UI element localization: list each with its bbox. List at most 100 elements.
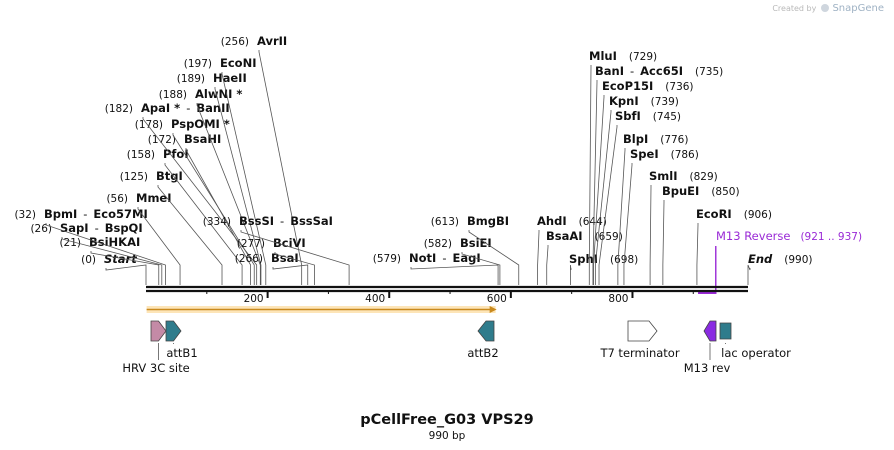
site-name: SapI xyxy=(60,221,89,235)
site-label[interactable]: End (990) xyxy=(748,252,813,266)
site-name: BpmI xyxy=(44,207,77,221)
site-label[interactable]: EcoP15I (736) xyxy=(602,79,694,93)
map-title: pCellFree_G03 VPS29 xyxy=(360,412,533,428)
site-position: (197) xyxy=(184,58,212,70)
sequence-ruler: 200 400 600 800 xyxy=(146,285,748,305)
site-bsai[interactable]: BsaI(266) xyxy=(235,251,309,285)
site-isoschizomer: BssSaI xyxy=(290,214,333,228)
site-mmei[interactable]: MmeI (56) xyxy=(106,191,181,285)
site-connector xyxy=(61,237,163,285)
site-isoschizomer: EagI xyxy=(452,251,480,265)
site-pspomi[interactable]: PspOMI * (178) xyxy=(135,117,255,285)
site-name: HaeII xyxy=(213,71,247,85)
site-avrii[interactable]: AvrII (256) xyxy=(221,34,303,285)
site-connector xyxy=(274,252,315,285)
feature-shape xyxy=(165,320,182,342)
site-kpni[interactable]: KpnI (739) xyxy=(594,94,679,285)
site-label[interactable]: AlwNI * xyxy=(195,87,242,101)
site-mlui[interactable]: MluI (729) xyxy=(588,49,657,285)
site-label[interactable]: BsiHKAI xyxy=(89,235,140,249)
site-position: (736) xyxy=(665,81,693,93)
site-name: AhdI xyxy=(537,214,567,228)
feature-lac-operator[interactable]: lac operator xyxy=(719,322,791,360)
site-separator: - xyxy=(630,64,634,78)
site-name: AvrII xyxy=(257,34,287,48)
site-label[interactable]: BsaAI (659) xyxy=(546,229,623,243)
site-label[interactable]: MluI (729) xyxy=(589,49,657,63)
site-label[interactable]: EcoRI (906) xyxy=(696,207,772,221)
feature-attb2[interactable]: attB2 xyxy=(467,320,499,360)
site-label[interactable]: NotI - EagI xyxy=(409,251,481,265)
feature-t7-terminator[interactable]: T7 terminator xyxy=(599,320,680,360)
site-bpuei[interactable]: BpuEI (850) xyxy=(662,184,740,285)
site-separator: - xyxy=(95,221,99,235)
site-connector xyxy=(258,50,303,285)
site-label[interactable]: HaeII xyxy=(213,71,247,85)
site-bmgbi[interactable]: BmgBI (613) xyxy=(431,214,520,285)
site-label[interactable]: SbfI (745) xyxy=(615,109,681,123)
site-apai[interactable]: ApaI * - BanII (182) xyxy=(105,101,258,285)
site-bsssi[interactable]: BssSI - BssSaI (334) xyxy=(203,214,350,285)
site-alwni[interactable]: AlwNI * (188) xyxy=(159,87,261,285)
feature-hrv-3c-site[interactable]: HRV 3C site xyxy=(122,320,190,375)
site-label[interactable]: BpmI - Eco57MI xyxy=(44,207,148,221)
site-sphi[interactable]: SphI (698) xyxy=(569,252,638,285)
site-bani[interactable]: BanI - Acc65I (735) xyxy=(592,64,723,285)
site-label[interactable]: KpnI (739) xyxy=(609,94,679,108)
site-label[interactable]: EcoNI xyxy=(220,56,256,70)
site-sapi[interactable]: SapI - BspQI (26) xyxy=(30,221,163,285)
site-label[interactable]: SphI (698) xyxy=(569,252,638,266)
site-econi[interactable]: EcoNI (197) xyxy=(184,56,267,285)
site-position: (178) xyxy=(135,119,163,131)
site-label[interactable]: AvrII xyxy=(257,34,287,48)
site-connector xyxy=(598,125,618,285)
site-connector xyxy=(157,185,223,285)
site-position: (125) xyxy=(120,171,148,183)
site-label[interactable]: SpeI (786) xyxy=(630,147,699,161)
site-start[interactable]: Start (0) xyxy=(81,252,147,285)
site-label[interactable]: BsiEI xyxy=(460,236,492,250)
site-label[interactable]: BanI - Acc65I (735) xyxy=(595,64,723,78)
site-bsaai[interactable]: BsaAI (659) xyxy=(546,229,623,285)
site-label[interactable]: MmeI xyxy=(136,191,172,205)
created-by-text: Created by xyxy=(772,4,817,13)
site-position: (189) xyxy=(177,73,205,85)
site-position: (786) xyxy=(671,149,699,161)
site-label[interactable]: SmlI (829) xyxy=(649,169,718,183)
feature-attb1[interactable]: attB1 xyxy=(165,320,198,360)
site-position: (776) xyxy=(660,134,688,146)
site-sbfi[interactable]: SbfI (745) xyxy=(598,109,681,285)
site-spei[interactable]: SpeI (786) xyxy=(623,147,699,285)
orf-arrowhead-icon xyxy=(489,306,497,313)
site-label[interactable]: BpuEI (850) xyxy=(662,184,740,198)
site-ecori[interactable]: EcoRI (906) xyxy=(696,207,772,285)
site-btgi[interactable]: BtgI(125) xyxy=(120,169,223,285)
site-label[interactable]: PspOMI * xyxy=(171,117,230,131)
feature-m13-rev[interactable]: M13 rev xyxy=(684,320,731,375)
site-position: (850) xyxy=(711,186,739,198)
site-blpi[interactable]: BlpI (776) xyxy=(617,132,689,285)
site-bpmi[interactable]: BpmI - Eco57MI(32) xyxy=(14,207,166,285)
site-connector xyxy=(164,163,243,285)
site-ecop15i[interactable]: EcoP15I (736) xyxy=(593,79,694,285)
site-label[interactable]: BlpI (776) xyxy=(623,132,688,146)
site-label[interactable]: SapI - BspQI xyxy=(60,221,143,235)
primer-label[interactable]: M13 Reverse (921 .. 937) xyxy=(716,229,862,243)
site-label[interactable]: Start xyxy=(104,252,137,266)
site-bcivi[interactable]: BciVI (277) xyxy=(237,236,315,285)
site-name: BsaAI xyxy=(546,229,583,243)
site-label[interactable]: BssSI - BssSaI xyxy=(239,214,333,228)
site-label[interactable]: ApaI * - BanII xyxy=(141,101,230,115)
site-noti[interactable]: NotI - EagI (579) xyxy=(373,251,499,285)
site-position: (158) xyxy=(127,149,155,161)
site-label[interactable]: BsaHI xyxy=(184,132,221,146)
site-smli[interactable]: SmlI (829) xyxy=(649,169,718,285)
map-length: 990 bp xyxy=(429,430,466,442)
site-end[interactable]: End (990) xyxy=(747,252,813,285)
site-name: ApaI * xyxy=(141,101,180,115)
primer-m13-reverse[interactable]: M13 Reverse (921 .. 937) xyxy=(698,229,862,294)
site-label[interactable]: BmgBI xyxy=(467,214,509,228)
site-haeii[interactable]: HaeII (189) xyxy=(177,71,262,285)
site-bsiei[interactable]: BsiEI (582) xyxy=(424,236,501,285)
site-label[interactable]: BciVI xyxy=(273,236,306,250)
